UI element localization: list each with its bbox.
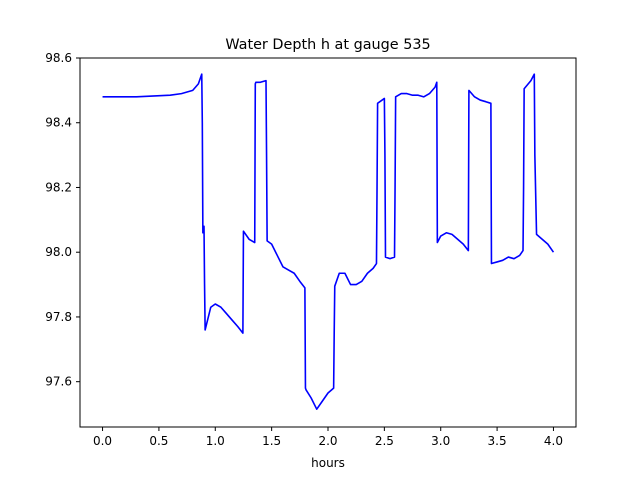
- y-tick-label: 98.2: [45, 180, 72, 194]
- axes-frame: [79, 57, 577, 428]
- x-tick-label: 0.0: [93, 434, 112, 448]
- x-axis-label: hours: [311, 456, 345, 470]
- y-tick-label: 97.6: [45, 375, 72, 389]
- x-tick-label: 1.5: [262, 434, 281, 448]
- y-tick-label: 98.6: [45, 51, 72, 65]
- x-tick-label: 2.0: [318, 434, 337, 448]
- x-tick-label: 3.0: [431, 434, 450, 448]
- x-axis-ticks: 0.0 0.5 1.0 1.5 2.0 2.5 3.0 3.5 4.0: [93, 427, 563, 448]
- y-tick-label: 98.0: [45, 245, 72, 259]
- x-tick-label: 2.5: [375, 434, 394, 448]
- y-axis-ticks: 97.6 97.8 98.0 98.2 98.4 98.6: [45, 51, 80, 389]
- chart-title: Water Depth h at gauge 535: [225, 37, 430, 53]
- x-tick-label: 1.0: [206, 434, 225, 448]
- y-tick-label: 97.8: [45, 310, 72, 324]
- x-tick-label: 4.0: [544, 434, 563, 448]
- y-tick-label: 98.4: [45, 116, 72, 130]
- plot-lines-group: [102, 73, 555, 411]
- series-line-0: [102, 73, 555, 411]
- x-tick-label: 3.5: [488, 434, 507, 448]
- x-tick-label: 0.5: [149, 434, 168, 448]
